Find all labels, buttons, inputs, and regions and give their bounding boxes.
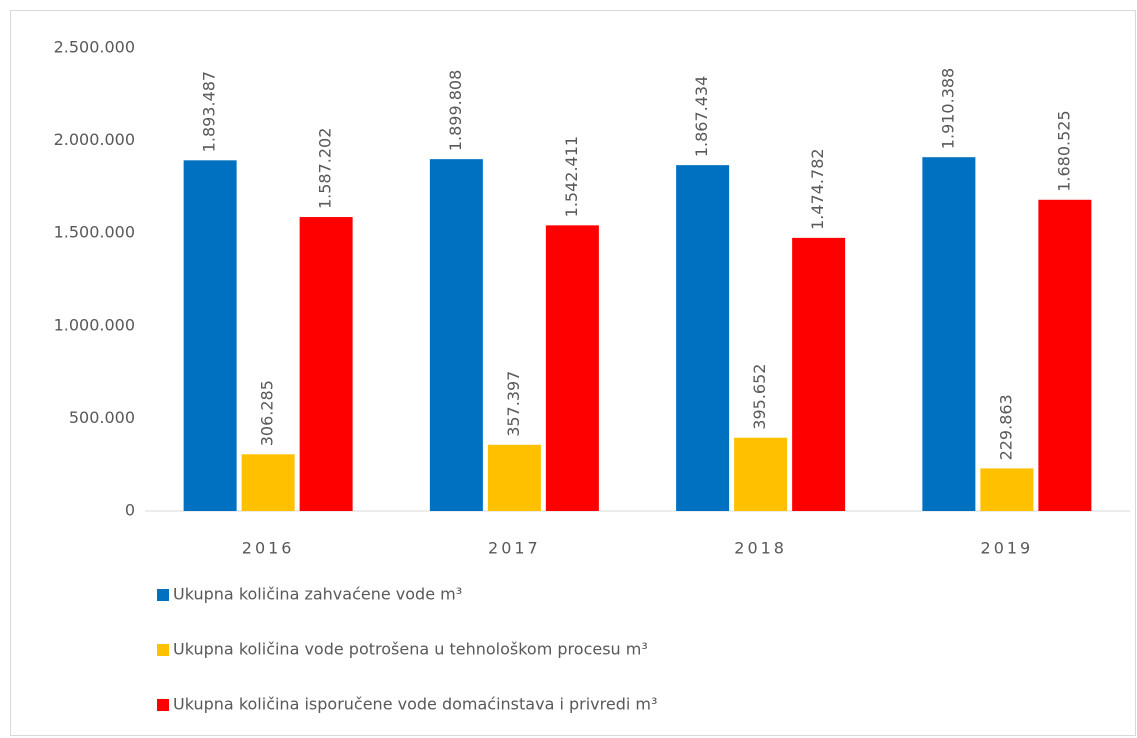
legend-label: Ukupna količina vode potrošena u tehnolo… bbox=[173, 640, 648, 659]
legend-swatch bbox=[157, 644, 169, 656]
data-label: 1.893.487 bbox=[200, 71, 219, 152]
data-label: 1.910.388 bbox=[938, 68, 957, 149]
bar bbox=[676, 165, 730, 511]
legend-swatch bbox=[157, 589, 169, 601]
bar bbox=[922, 157, 976, 511]
bar bbox=[792, 237, 846, 512]
data-label: 1.680.525 bbox=[1054, 110, 1073, 191]
data-label: 1.474.782 bbox=[808, 148, 827, 229]
bar bbox=[487, 444, 541, 511]
bar bbox=[545, 225, 599, 511]
x-tick-label: 2019 bbox=[981, 539, 1034, 558]
data-label: 1.587.202 bbox=[316, 128, 335, 209]
bar bbox=[241, 454, 295, 511]
data-label: 357.397 bbox=[504, 371, 523, 437]
y-tick-label: 2.500.000 bbox=[54, 38, 135, 57]
data-label: 229.863 bbox=[996, 394, 1015, 460]
y-tick-label: 1.500.000 bbox=[54, 223, 135, 242]
data-label: 306.285 bbox=[258, 380, 277, 446]
data-label: 1.899.808 bbox=[446, 70, 465, 151]
y-tick-label: 500.000 bbox=[69, 408, 135, 427]
legend-label: Ukupna količina isporučene vode domaćins… bbox=[173, 695, 657, 714]
legend-swatch bbox=[157, 699, 169, 711]
bar bbox=[980, 468, 1034, 511]
x-tick-label: 2017 bbox=[488, 539, 541, 558]
legend-label: Ukupna količina zahvaćene vode m³ bbox=[173, 585, 462, 604]
bar bbox=[734, 437, 788, 511]
y-tick-label: 2.000.000 bbox=[54, 130, 135, 149]
y-tick-label: 0 bbox=[125, 501, 135, 520]
bar bbox=[299, 217, 353, 512]
data-label: 1.542.411 bbox=[562, 136, 581, 217]
y-tick-label: 1.000.000 bbox=[54, 315, 135, 334]
x-tick-label: 2018 bbox=[734, 539, 787, 558]
bar bbox=[183, 160, 237, 511]
x-tick-label: 2016 bbox=[242, 539, 295, 558]
bar bbox=[1038, 199, 1092, 511]
data-label: 1.867.434 bbox=[692, 76, 711, 157]
bar bbox=[429, 159, 483, 511]
data-label: 395.652 bbox=[750, 364, 769, 430]
